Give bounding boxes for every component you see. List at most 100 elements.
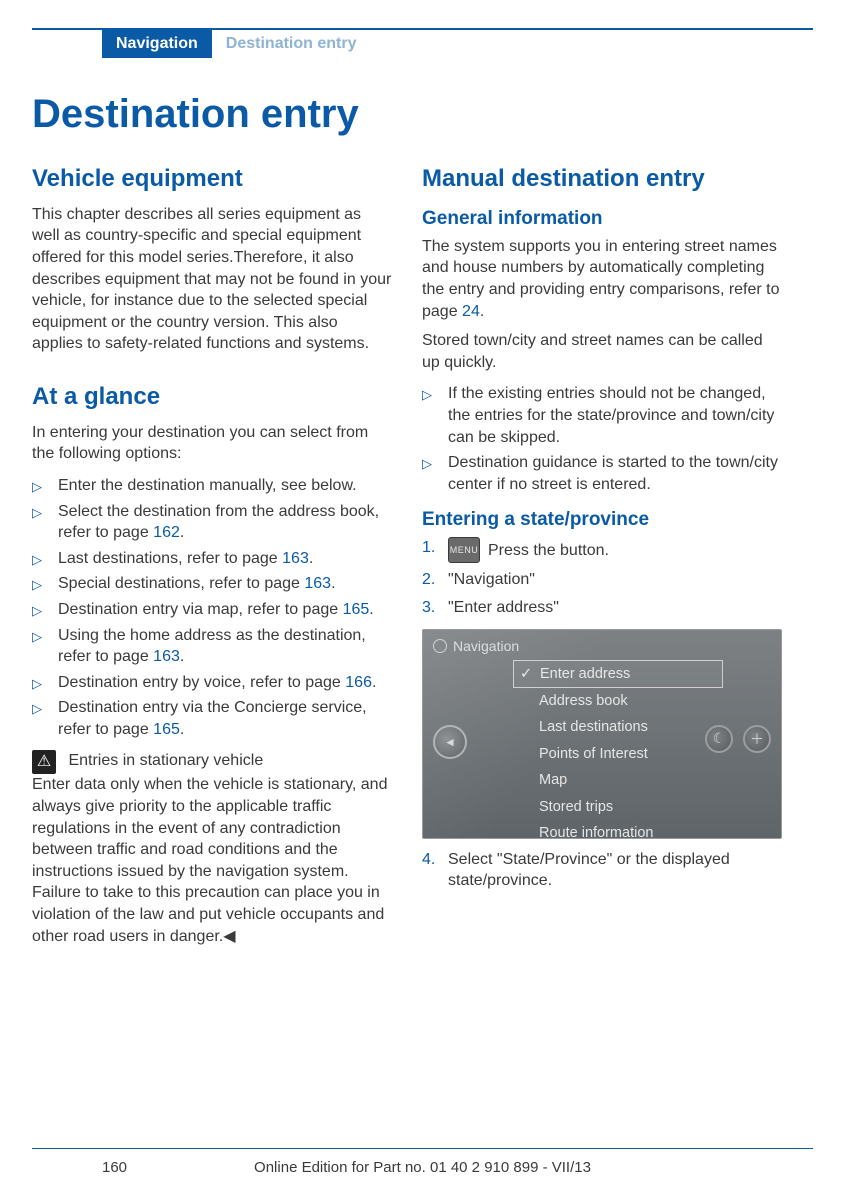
- right-column: Manual destination entry General informa…: [422, 165, 782, 957]
- bullet-icon: ▷: [422, 452, 448, 473]
- idrive-screenshot: Navigation ☾ ＋ Enter addressAddress book…: [422, 629, 782, 839]
- screenshot-menu-item: Last destinations: [513, 714, 771, 740]
- heading-entering-state: Entering a state/province: [422, 509, 782, 531]
- step-number: 2.: [422, 569, 448, 591]
- list-item: ▷Destination guidance is started to the …: [422, 452, 782, 495]
- step-3-text: "Enter address": [448, 597, 782, 619]
- step-number: 4.: [422, 849, 448, 871]
- bullet-post: .: [180, 524, 184, 541]
- page-title: Destination entry: [32, 92, 813, 137]
- bullet-post: .: [180, 721, 184, 738]
- step-1-text: Press the button.: [488, 540, 609, 562]
- page-link[interactable]: 165: [343, 601, 370, 618]
- bullet-pre: Destination entry by voice, refer to pag…: [58, 674, 345, 691]
- bullet-text: Destination entry via map, refer to page…: [58, 599, 392, 621]
- bullet-pre: Select the destination from the address …: [58, 503, 379, 542]
- bullet-pre: Destination entry via map, refer to page: [58, 601, 343, 618]
- heading-vehicle-equipment: Vehicle equipment: [32, 165, 392, 194]
- bullet-text: Destination guidance is started to the t…: [448, 452, 782, 495]
- step-2: 2. "Navigation": [422, 569, 782, 591]
- warning-body: Enter data only when the vehicle is stat…: [32, 774, 392, 947]
- steps-list-cont: 4. Select "State/Province" or the displa…: [422, 849, 782, 892]
- bullet-icon: ▷: [32, 573, 58, 594]
- bullet-icon: ▷: [32, 475, 58, 496]
- bullet-pre: Using the home address as the destinatio…: [58, 627, 366, 666]
- bullet-text: Special destinations, refer to page 163.: [58, 573, 392, 595]
- bullet-pre: Enter the destination manually, see belo…: [58, 477, 357, 494]
- screenshot-menu-item: Stored trips: [513, 794, 771, 820]
- step-3: 3. "Enter address": [422, 597, 782, 619]
- bullet-post: .: [309, 550, 313, 567]
- bullet-text: Destination entry via the Concierge serv…: [58, 697, 392, 740]
- glance-option-list: ▷Enter the destination manually, see bel…: [32, 475, 392, 741]
- bullet-post: .: [369, 601, 373, 618]
- page-link[interactable]: 163: [282, 550, 309, 567]
- heading-at-a-glance: At a glance: [32, 383, 392, 412]
- left-arrow-control-icon: [433, 725, 467, 759]
- bullet-post: .: [180, 648, 184, 665]
- list-item: ▷Last destinations, refer to page 163.: [32, 548, 392, 570]
- para-general-info: The system supports you in entering stre…: [422, 236, 782, 322]
- para-vehicle-equipment: This chapter describes all series equipm…: [32, 204, 392, 355]
- bullet-icon: ▷: [32, 625, 58, 646]
- heading-general-info: General information: [422, 208, 782, 230]
- step-4-text: Select "State/Province" or the displayed…: [448, 849, 782, 892]
- para-glance-intro: In entering your destination you can sel…: [32, 422, 392, 465]
- menu-button-icon: MENU: [448, 537, 480, 563]
- bullet-text: Last destinations, refer to page 163.: [58, 548, 392, 570]
- list-item: ▷Destination entry via map, refer to pag…: [32, 599, 392, 621]
- bullet-text: Destination entry by voice, refer to pag…: [58, 672, 392, 694]
- warning-icon: ⚠: [32, 750, 56, 774]
- tab-navigation: Navigation: [102, 30, 212, 58]
- step-number: 1.: [422, 537, 448, 559]
- general-tip-list: ▷If the existing entries should not be c…: [422, 383, 782, 495]
- bullet-text: If the existing entries should not be ch…: [448, 383, 782, 448]
- list-item: ▷Enter the destination manually, see bel…: [32, 475, 392, 497]
- bullet-icon: ▷: [32, 697, 58, 718]
- globe-icon: [433, 639, 447, 653]
- screenshot-menu-item: Enter address: [513, 660, 723, 688]
- screenshot-title: Navigation: [453, 638, 519, 654]
- screenshot-menu-item: Map: [513, 767, 771, 793]
- page-link[interactable]: 163: [153, 648, 180, 665]
- footer: 160 Online Edition for Part no. 01 40 2 …: [0, 1148, 845, 1176]
- bullet-text: Using the home address as the destinatio…: [58, 625, 392, 668]
- warning-block: ⚠ Entries in stationary vehicle Enter da…: [32, 750, 392, 947]
- footer-rule: [32, 1148, 813, 1149]
- screenshot-header: Navigation: [433, 638, 771, 654]
- tab-destination-entry: Destination entry: [212, 30, 371, 58]
- breadcrumb: Navigation Destination entry: [32, 30, 813, 58]
- list-item: ▷Using the home address as the destinati…: [32, 625, 392, 668]
- screenshot-menu-item: Points of Interest: [513, 741, 771, 767]
- page-link-24[interactable]: 24: [462, 303, 480, 320]
- bullet-post: .: [372, 674, 376, 691]
- bullet-icon: ▷: [422, 383, 448, 404]
- step-4: 4. Select "State/Province" or the displa…: [422, 849, 782, 892]
- step-1: 1. MENU Press the button.: [422, 537, 782, 563]
- screenshot-menu-list: Enter addressAddress bookLast destinatio…: [513, 660, 771, 839]
- page-link[interactable]: 166: [345, 674, 372, 691]
- warning-title: Entries in stationary vehicle: [68, 752, 263, 769]
- bullet-text: Enter the destination manually, see belo…: [58, 475, 392, 497]
- heading-manual-destination: Manual destination entry: [422, 165, 782, 194]
- step-2-text: "Navigation": [448, 569, 782, 591]
- bullet-text: Select the destination from the address …: [58, 501, 392, 544]
- page-link[interactable]: 163: [304, 575, 331, 592]
- bullet-pre: Special destinations, refer to page: [58, 575, 304, 592]
- step-number: 3.: [422, 597, 448, 619]
- bullet-icon: ▷: [32, 599, 58, 620]
- page-link[interactable]: 165: [153, 721, 180, 738]
- bullet-pre: Last destinations, refer to page: [58, 550, 282, 567]
- steps-list: 1. MENU Press the button. 2. "Navigation…: [422, 537, 782, 618]
- bullet-icon: ▷: [32, 501, 58, 522]
- bullet-pre: Destination entry via the Concierge serv…: [58, 699, 367, 738]
- page-link[interactable]: 162: [153, 524, 180, 541]
- list-item: ▷Select the destination from the address…: [32, 501, 392, 544]
- left-column: Vehicle equipment This chapter describes…: [32, 165, 392, 957]
- bullet-icon: ▷: [32, 672, 58, 693]
- para-general-post: .: [480, 303, 484, 320]
- list-item: ▷If the existing entries should not be c…: [422, 383, 782, 448]
- para-stored: Stored town/city and street names can be…: [422, 330, 782, 373]
- screenshot-menu-item: Address book: [513, 688, 771, 714]
- list-item: ▷Destination entry via the Concierge ser…: [32, 697, 392, 740]
